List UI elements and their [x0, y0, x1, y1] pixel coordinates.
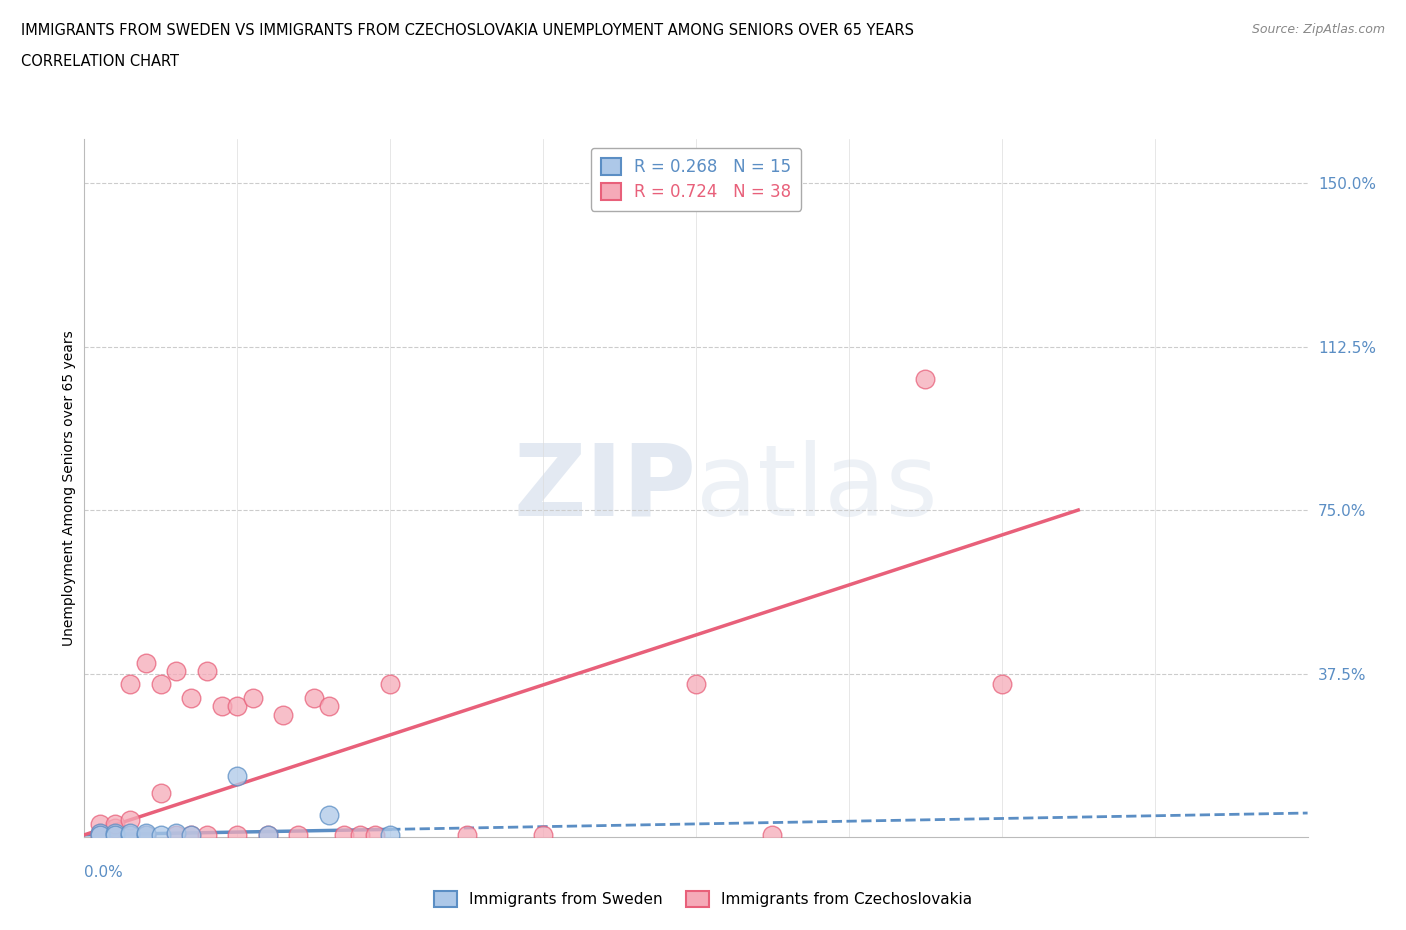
Point	[180, 828, 202, 843]
Point	[531, 828, 554, 843]
Point	[333, 828, 356, 843]
Point	[364, 828, 387, 843]
Point	[271, 708, 294, 723]
Point	[302, 690, 325, 705]
Text: ZIP: ZIP	[513, 440, 696, 537]
Point	[380, 677, 402, 692]
Point	[349, 828, 371, 843]
Point	[135, 828, 157, 843]
Point	[104, 828, 127, 843]
Point	[226, 698, 249, 713]
Point	[226, 768, 249, 783]
Point	[685, 677, 707, 692]
Text: 0.0%: 0.0%	[84, 865, 124, 880]
Legend: Immigrants from Sweden, Immigrants from Czechoslovakia: Immigrants from Sweden, Immigrants from …	[427, 884, 979, 913]
Point	[135, 656, 157, 671]
Point	[165, 664, 187, 679]
Point	[165, 828, 187, 843]
Point	[257, 828, 280, 843]
Point	[318, 698, 340, 713]
Point	[991, 677, 1014, 692]
Text: CORRELATION CHART: CORRELATION CHART	[21, 54, 179, 69]
Point	[195, 828, 218, 843]
Point	[120, 828, 142, 843]
Point	[257, 828, 280, 843]
Point	[380, 828, 402, 843]
Point	[165, 825, 187, 840]
Point	[242, 690, 264, 705]
Point	[180, 690, 202, 705]
Point	[89, 828, 111, 843]
Point	[120, 825, 142, 840]
Point	[89, 828, 111, 843]
Legend: R = 0.268   N = 15, R = 0.724   N = 38: R = 0.268 N = 15, R = 0.724 N = 38	[591, 148, 801, 211]
Point	[104, 828, 127, 843]
Point	[761, 828, 783, 843]
Text: atlas: atlas	[696, 440, 938, 537]
Point	[211, 698, 233, 713]
Point	[104, 821, 127, 836]
Point	[89, 817, 111, 831]
Text: Source: ZipAtlas.com: Source: ZipAtlas.com	[1251, 23, 1385, 36]
Point	[914, 372, 936, 387]
Y-axis label: Unemployment Among Seniors over 65 years: Unemployment Among Seniors over 65 years	[62, 330, 76, 646]
Point	[120, 828, 142, 843]
Point	[104, 825, 127, 840]
Point	[318, 808, 340, 823]
Point	[149, 677, 172, 692]
Text: IMMIGRANTS FROM SWEDEN VS IMMIGRANTS FROM CZECHOSLOVAKIA UNEMPLOYMENT AMONG SENI: IMMIGRANTS FROM SWEDEN VS IMMIGRANTS FRO…	[21, 23, 914, 38]
Point	[180, 828, 202, 843]
Point	[135, 828, 157, 843]
Point	[195, 664, 218, 679]
Point	[89, 825, 111, 840]
Point	[120, 812, 142, 827]
Point	[104, 817, 127, 831]
Point	[89, 825, 111, 840]
Point	[135, 825, 157, 840]
Point	[120, 677, 142, 692]
Point	[226, 828, 249, 843]
Point	[287, 828, 309, 843]
Point	[456, 828, 478, 843]
Point	[149, 828, 172, 843]
Point	[149, 786, 172, 801]
